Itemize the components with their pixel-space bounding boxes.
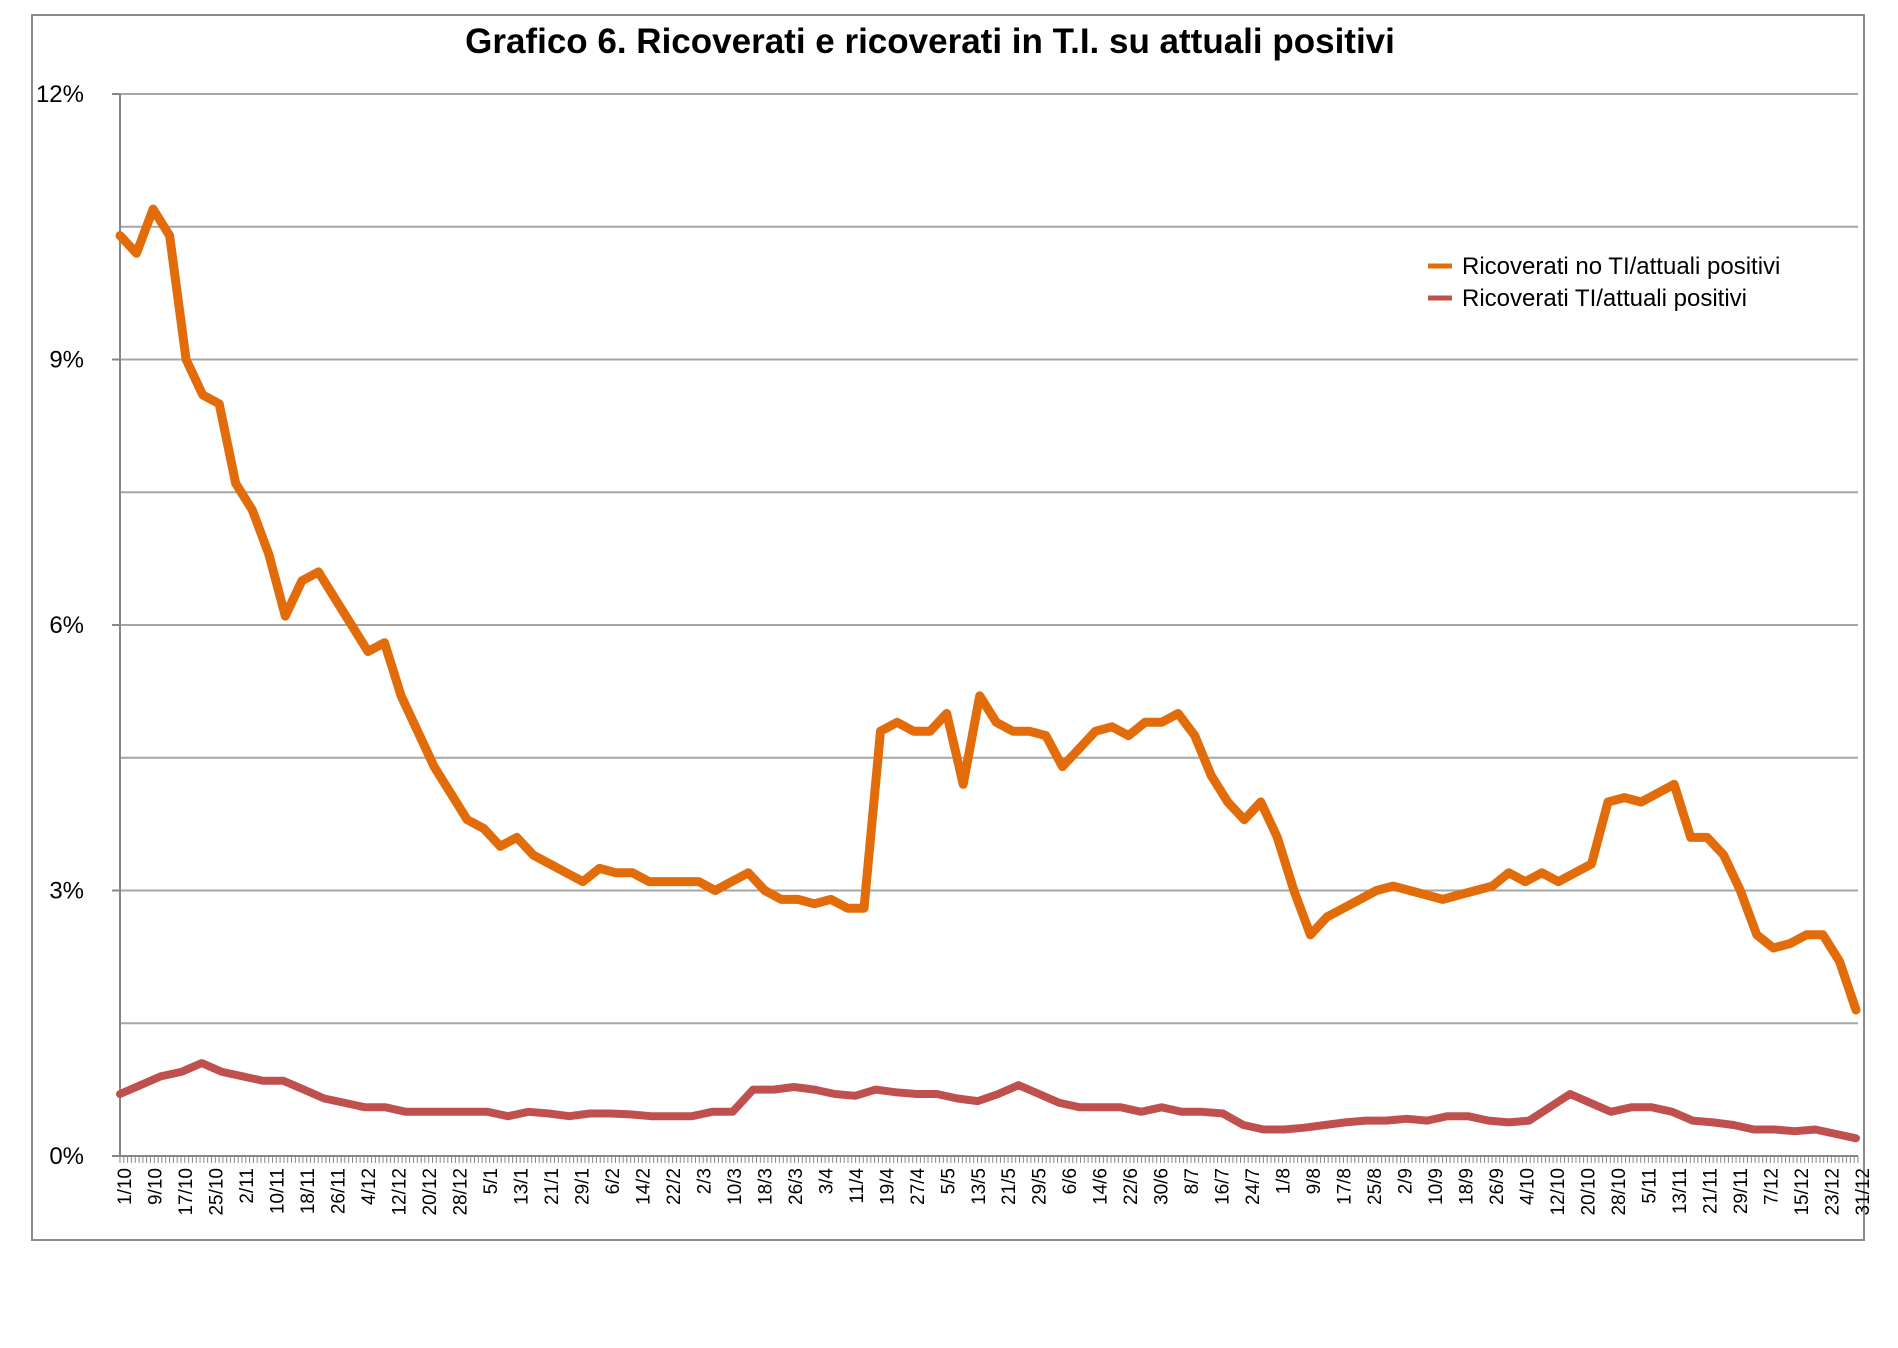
y-tick-label-4: 12% <box>36 81 84 108</box>
x-tick-label-30: 29/5 <box>1030 1168 1051 1205</box>
x-tick-label-25: 19/4 <box>877 1168 898 1205</box>
x-tick-label-54: 7/12 <box>1762 1168 1783 1205</box>
x-tick-label-10: 20/12 <box>420 1168 441 1216</box>
x-tick-label-0: 1/10 <box>115 1168 136 1205</box>
x-tick-label-40: 17/8 <box>1335 1168 1356 1205</box>
x-tick-label-39: 9/8 <box>1304 1168 1325 1194</box>
x-tick-label-38: 1/8 <box>1274 1168 1295 1194</box>
x-tick-label-20: 10/3 <box>725 1168 746 1205</box>
y-axis-ticks: 0% 3% 6% 9% 12% <box>36 81 120 1170</box>
x-tick-label-15: 29/1 <box>572 1168 593 1205</box>
x-tick-label-49: 28/10 <box>1609 1168 1630 1216</box>
legend: Ricoverati no TI/attuali positivi Ricover… <box>1428 253 1780 312</box>
x-tick-label-1: 9/10 <box>145 1168 166 1205</box>
gridlines <box>120 93 1858 1025</box>
series-line-0 <box>115 204 1861 1015</box>
series-lines <box>115 204 1861 1143</box>
x-tick-label-27: 5/5 <box>938 1168 959 1194</box>
x-tick-label-44: 18/9 <box>1457 1168 1478 1205</box>
y-tick-label-1: 3% <box>49 878 84 905</box>
x-tick-label-37: 24/7 <box>1243 1168 1264 1205</box>
x-tick-label-11: 28/12 <box>450 1168 471 1216</box>
y-tick-label-2: 6% <box>49 612 84 639</box>
x-tick-label-13: 13/1 <box>511 1168 532 1205</box>
x-tick-label-56: 23/12 <box>1823 1168 1844 1216</box>
x-tick-label-42: 2/9 <box>1396 1168 1417 1194</box>
chart-area <box>31 14 1865 1241</box>
series-line-1 <box>116 1059 1860 1143</box>
x-tick-label-5: 10/11 <box>267 1168 288 1214</box>
x-tick-label-41: 25/8 <box>1365 1168 1386 1205</box>
x-tick-label-16: 6/2 <box>603 1168 624 1194</box>
x-tick-label-19: 2/3 <box>694 1168 715 1194</box>
chart-title: Grafico 6. Ricoverati e ricoverati in T.… <box>465 22 1395 61</box>
x-tick-label-48: 20/10 <box>1579 1168 1600 1216</box>
x-tick-label-36: 16/7 <box>1213 1168 1234 1205</box>
x-tick-label-14: 21/1 <box>542 1168 563 1205</box>
x-tick-label-8: 4/12 <box>359 1168 380 1205</box>
x-tick-label-2: 17/10 <box>176 1168 197 1216</box>
x-tick-label-26: 27/4 <box>908 1168 929 1205</box>
x-tick-label-12: 5/1 <box>481 1168 502 1194</box>
x-tick-label-9: 12/12 <box>389 1168 410 1216</box>
x-tick-label-57: 31/12 <box>1853 1168 1874 1216</box>
y-tick-label-3: 9% <box>49 347 84 374</box>
x-tick-label-21: 18/3 <box>755 1168 776 1205</box>
x-tick-label-50: 5/11 <box>1640 1168 1661 1204</box>
x-tick-label-28: 13/5 <box>969 1168 990 1205</box>
x-tick-label-31: 6/6 <box>1060 1168 1081 1194</box>
x-tick-label-24: 11/4 <box>847 1168 868 1204</box>
x-tick-label-6: 18/11 <box>298 1168 319 1214</box>
x-tick-label-22: 26/3 <box>786 1168 807 1205</box>
x-tick-label-17: 14/2 <box>633 1168 654 1205</box>
x-tick-label-29: 21/5 <box>999 1168 1020 1205</box>
y-tick-label-0: 0% <box>49 1143 84 1170</box>
x-tick-label-55: 15/12 <box>1792 1168 1813 1216</box>
x-tick-label-33: 22/6 <box>1121 1168 1142 1205</box>
x-tick-label-47: 12/10 <box>1548 1168 1569 1216</box>
x-tick-label-45: 26/9 <box>1487 1168 1508 1205</box>
x-tick-label-43: 10/9 <box>1426 1168 1447 1205</box>
x-tick-label-53: 29/11 <box>1731 1168 1752 1214</box>
x-tick-label-51: 13/11 <box>1670 1168 1691 1214</box>
x-tick-label-34: 30/6 <box>1152 1168 1173 1205</box>
x-tick-label-7: 26/11 <box>328 1168 349 1214</box>
legend-label-0: Ricoverati no TI/attuali positivi <box>1462 253 1780 280</box>
x-tick-label-23: 3/4 <box>816 1168 837 1195</box>
x-tick-label-4: 2/11 <box>237 1168 258 1204</box>
legend-label-1: Ricoverati TI/attuali positivi <box>1462 285 1747 312</box>
x-tick-label-32: 14/6 <box>1091 1168 1112 1205</box>
x-tick-label-18: 22/2 <box>664 1168 685 1205</box>
x-axis-ticks: 1/10 9/10 17/10 25/10 2/11 10/11 18/11 26/11 4/1… <box>115 1156 1874 1216</box>
x-tick-label-35: 8/7 <box>1182 1168 1203 1194</box>
x-tick-label-46: 4/10 <box>1518 1168 1539 1205</box>
x-tick-label-3: 25/10 <box>206 1168 227 1216</box>
x-tick-label-52: 21/11 <box>1701 1168 1722 1214</box>
